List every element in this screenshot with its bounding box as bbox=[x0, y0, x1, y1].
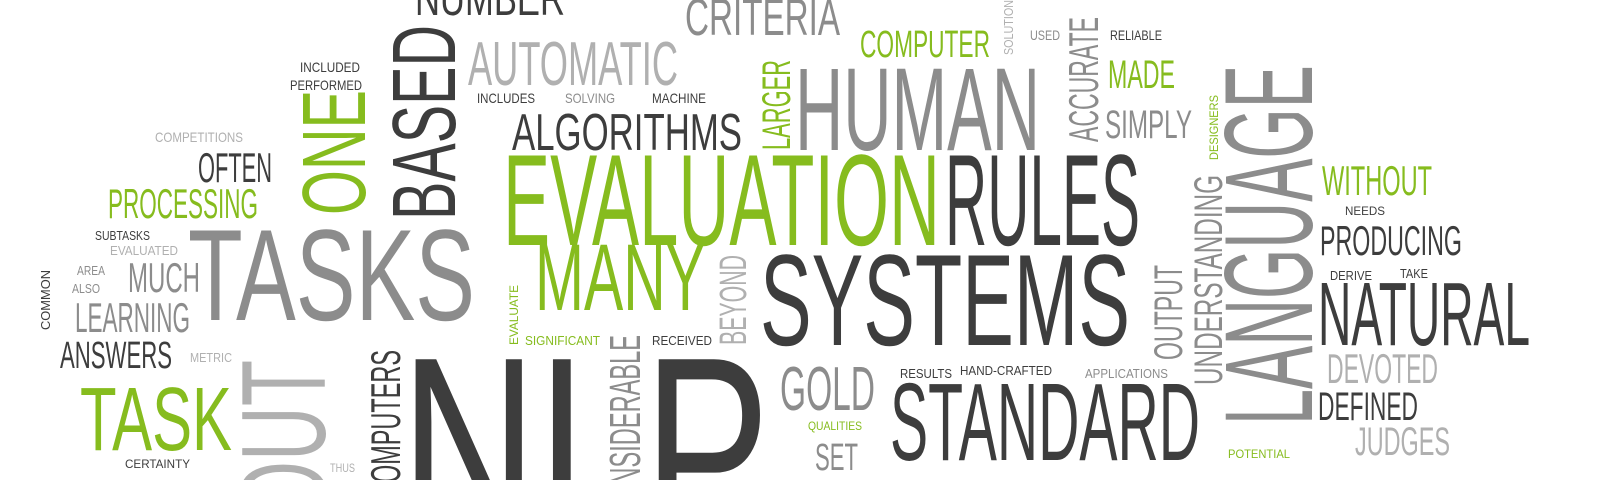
word: RULES bbox=[945, 127, 1140, 273]
word: OUT bbox=[217, 360, 351, 480]
word: RELIABLE bbox=[1110, 27, 1162, 43]
word: CRITERIA bbox=[685, 0, 840, 47]
word: QUALITIES bbox=[808, 419, 862, 433]
word: SOLUTION bbox=[1001, 0, 1016, 55]
word: COMMON bbox=[38, 270, 53, 330]
word: JUDGES bbox=[1355, 420, 1450, 464]
word: SIMPLY bbox=[1105, 103, 1192, 147]
word: LEARNING bbox=[75, 294, 190, 341]
word: COMPETITIONS bbox=[155, 129, 243, 145]
word: LARGER bbox=[755, 60, 799, 150]
word: INCLUDES bbox=[477, 90, 535, 106]
word: MADE bbox=[1108, 53, 1175, 97]
word: CONSIDERABLE bbox=[601, 335, 650, 480]
word: WITHOUT bbox=[1322, 157, 1432, 204]
word: NUMBER bbox=[415, 0, 565, 26]
word: ALSO bbox=[72, 281, 100, 296]
word: AREA bbox=[77, 263, 105, 278]
word: ALGORITHMS bbox=[512, 104, 742, 162]
word: RECEIVED bbox=[652, 333, 712, 348]
word: COMPUTER bbox=[860, 24, 990, 66]
word: STANDARD bbox=[890, 361, 1200, 480]
word: ACCURATE bbox=[1060, 17, 1107, 142]
word: PROCESSING bbox=[108, 180, 258, 227]
word: THUS bbox=[330, 461, 355, 475]
word: UNDERSTANDING bbox=[1187, 175, 1231, 385]
word: PRODUCING bbox=[1320, 217, 1462, 264]
word: SET bbox=[815, 437, 858, 479]
word: EVALUATION bbox=[503, 127, 940, 273]
word: SOLVING bbox=[565, 90, 615, 106]
word: TAKE bbox=[1400, 266, 1428, 281]
word: POTENTIAL bbox=[1228, 447, 1290, 461]
word: TASKS bbox=[188, 202, 475, 348]
word: DESIGNERS bbox=[1207, 95, 1221, 160]
word: HAND-CRAFTED bbox=[960, 363, 1052, 378]
word: MANY bbox=[535, 225, 705, 331]
word: HUMAN bbox=[795, 44, 1040, 176]
word: EVALUATE bbox=[507, 285, 521, 345]
word: DEVOTED bbox=[1327, 345, 1438, 392]
word: SYSTEMS bbox=[760, 227, 1130, 373]
word: USED bbox=[1030, 27, 1060, 43]
word: BASED bbox=[375, 25, 475, 220]
word: NATURAL bbox=[1318, 265, 1530, 365]
word: MACHINE bbox=[652, 90, 706, 106]
word: AUTOMATIC bbox=[468, 30, 678, 99]
word: NLP bbox=[400, 302, 770, 480]
word: EVALUATED bbox=[110, 243, 178, 258]
word: CERTAINTY bbox=[125, 457, 190, 471]
word: DERIVE bbox=[1330, 268, 1372, 283]
word: DEFINED bbox=[1318, 385, 1418, 429]
word: SUBTASKS bbox=[95, 228, 150, 243]
word: OUTPUT bbox=[1147, 265, 1191, 360]
word: LANGUAGE bbox=[1200, 65, 1339, 425]
word: ONE bbox=[285, 90, 385, 215]
word: APPLICATIONS bbox=[1085, 366, 1168, 381]
word: SIGNIFICANT bbox=[525, 333, 600, 348]
word: TASK bbox=[80, 370, 232, 470]
word: OFTEN bbox=[198, 144, 272, 191]
word: COMPUTERS bbox=[362, 350, 409, 480]
word: MUCH bbox=[128, 254, 200, 301]
word: GOLD bbox=[780, 355, 875, 424]
word: NEEDS bbox=[1345, 204, 1385, 218]
word: BEYOND bbox=[713, 255, 755, 345]
word: ANSWERS bbox=[60, 335, 172, 377]
word: PERFORMED bbox=[290, 77, 362, 93]
word: RESULTS bbox=[900, 366, 952, 381]
word: METRIC bbox=[190, 350, 232, 365]
word: INCLUDED bbox=[300, 59, 360, 75]
